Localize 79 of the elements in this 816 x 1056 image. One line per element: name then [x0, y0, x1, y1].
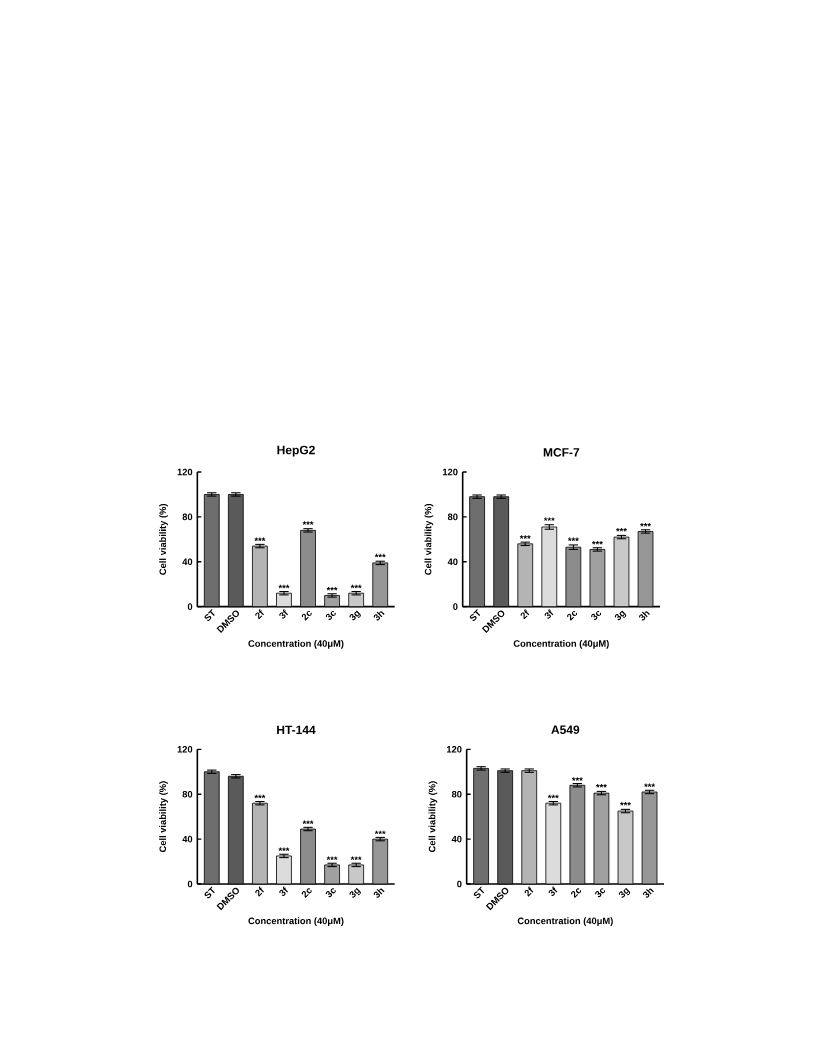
x-tick-label: 2c: [567, 611, 578, 621]
x-tick-label: ST: [204, 609, 215, 621]
x-tick-label: 3c: [325, 888, 336, 898]
annotation: ***: [616, 528, 627, 532]
annotation: ***: [547, 794, 559, 799]
annotation: ***: [278, 847, 290, 851]
y-tick-label: 0: [187, 880, 193, 888]
y-tick-label: 40: [451, 835, 462, 843]
x-tick-label: 2f: [524, 886, 534, 897]
y-tick-label: 0: [457, 880, 462, 888]
y-tick-label: 120: [442, 468, 458, 476]
x-tick-label: 3g: [349, 887, 361, 898]
annotation: ***: [254, 794, 266, 799]
x-tick-label: 3g: [349, 610, 361, 621]
annotation: ***: [519, 535, 531, 539]
chart-title: MCF-7: [543, 448, 580, 457]
x-tick-label: 2f: [255, 608, 265, 620]
x-tick-label: 2c: [301, 611, 312, 621]
x-tick-label: 3f: [279, 886, 289, 896]
y-tick-label: 120: [177, 468, 193, 476]
x-tick-label: 3h: [373, 888, 385, 898]
y-tick-label: 0: [187, 603, 193, 610]
x-tick-label: ST: [204, 886, 215, 899]
annotation: ***: [302, 820, 314, 824]
x-tick-label: 3f: [548, 886, 558, 896]
x-tick-label: 3g: [614, 610, 627, 621]
annotation: ***: [350, 584, 362, 589]
annotation: ***: [567, 537, 579, 542]
x-tick-label: 2c: [571, 888, 582, 898]
annotation: ***: [326, 856, 338, 860]
y-tick-label: 80: [182, 790, 193, 798]
y-axis-title: Cell viability (%): [159, 781, 168, 853]
chart-title: HepG2: [277, 445, 315, 457]
annotation: ***: [620, 802, 631, 806]
annotation: ***: [571, 777, 583, 781]
y-axis-title: Cell viability (%): [159, 504, 168, 575]
x-tick-label: 2f: [255, 886, 265, 897]
y-tick-label: 80: [182, 513, 193, 521]
x-tick-label: 2f: [520, 608, 530, 620]
y-tick-label: 40: [447, 558, 458, 566]
annotation: ***: [596, 784, 607, 788]
y-tick-label: 120: [177, 746, 193, 753]
x-tick-label: 3h: [639, 611, 650, 621]
annotation: ***: [302, 521, 314, 525]
annotation: ***: [543, 517, 555, 521]
x-tick-label: 3c: [325, 611, 336, 620]
x-axis-title: Concentration (40μM): [248, 640, 344, 649]
x-tick-label: 3f: [544, 608, 554, 619]
x-tick-label: ST: [473, 886, 485, 899]
x-tick-label: ST: [469, 609, 481, 621]
x-tick-label: 3h: [373, 611, 385, 621]
annotation: ***: [278, 584, 290, 589]
y-axis-title: Cell viability (%): [424, 504, 434, 575]
x-tick-label: 3h: [643, 888, 654, 898]
x-axis-title: Concentration (40μM): [513, 640, 609, 649]
annotation: ***: [592, 540, 603, 545]
y-tick-label: 80: [447, 513, 458, 521]
chart-title: A549: [551, 725, 580, 734]
y-tick-label: 120: [446, 746, 462, 753]
annotation: ***: [374, 553, 386, 558]
chart-title: HT-144: [277, 725, 316, 734]
annotation: ***: [350, 856, 362, 860]
annotation: ***: [374, 830, 386, 835]
x-tick-label: 3f: [279, 608, 289, 619]
annotation: ***: [326, 586, 338, 591]
y-tick-label: 80: [451, 790, 462, 798]
x-tick-label: 3c: [591, 611, 602, 620]
y-axis-title: Cell viability (%): [428, 781, 438, 853]
x-tick-label: 3g: [618, 887, 631, 898]
x-tick-label: 2c: [301, 888, 312, 898]
y-tick-label: 40: [182, 558, 193, 566]
x-axis-title: Concentration (40μM): [248, 917, 344, 927]
x-tick-label: 3c: [595, 888, 606, 898]
annotation: ***: [644, 783, 655, 787]
x-axis-title: Concentration (40μM): [517, 917, 613, 927]
y-tick-label: 40: [182, 835, 193, 843]
annotation: ***: [254, 537, 266, 542]
annotation: ***: [640, 523, 651, 527]
y-tick-label: 0: [453, 603, 458, 610]
